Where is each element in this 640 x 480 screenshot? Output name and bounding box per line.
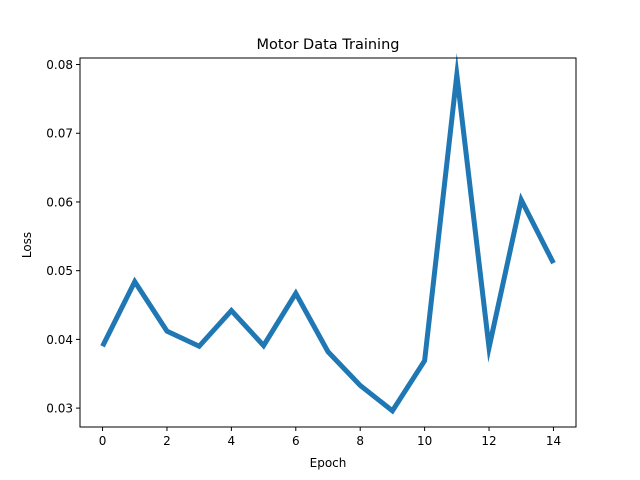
data-point xyxy=(519,197,524,202)
data-point xyxy=(358,383,363,388)
x-axis: 0 2 4 6 8 10 12 14 xyxy=(99,427,561,448)
y-tick-label: 0.06 xyxy=(46,195,73,209)
y-tick-label: 0.08 xyxy=(46,58,73,72)
x-tick-label: 4 xyxy=(228,434,236,448)
series-line xyxy=(100,53,556,415)
data-point xyxy=(132,279,137,284)
y-axis: 0.03 0.04 0.05 0.06 0.07 0.08 xyxy=(46,58,80,416)
x-tick-label: 6 xyxy=(292,434,300,448)
data-point xyxy=(197,344,202,349)
chart-title: Motor Data Training xyxy=(257,37,400,53)
axes-frame xyxy=(79,57,577,428)
axes-spines xyxy=(79,57,577,428)
x-tick-label: 8 xyxy=(356,434,364,448)
data-point xyxy=(422,358,427,363)
data-point xyxy=(100,344,105,349)
x-tick-label: 2 xyxy=(163,434,171,448)
data-point xyxy=(261,343,266,348)
data-point xyxy=(551,261,556,266)
data-point xyxy=(293,291,298,296)
x-tick-label: 12 xyxy=(481,434,496,448)
data-point xyxy=(390,408,395,413)
data-point xyxy=(326,349,331,354)
data-point xyxy=(487,345,492,350)
data-point xyxy=(164,329,169,334)
plot-area xyxy=(80,58,576,427)
y-axis-label: Loss xyxy=(20,232,34,258)
data-point xyxy=(454,72,459,77)
y-tick-label: 0.07 xyxy=(46,127,73,141)
x-axis-label: Epoch xyxy=(310,456,347,470)
data-point xyxy=(229,308,234,313)
x-tick-label: 14 xyxy=(546,434,561,448)
y-tick-label: 0.05 xyxy=(46,264,73,278)
y-tick-label: 0.03 xyxy=(46,402,73,416)
y-tick-label: 0.04 xyxy=(46,333,73,347)
plot-background xyxy=(80,58,576,427)
x-tick-label: 0 xyxy=(99,434,107,448)
x-tick-label: 10 xyxy=(417,434,432,448)
series-layer xyxy=(100,53,556,415)
